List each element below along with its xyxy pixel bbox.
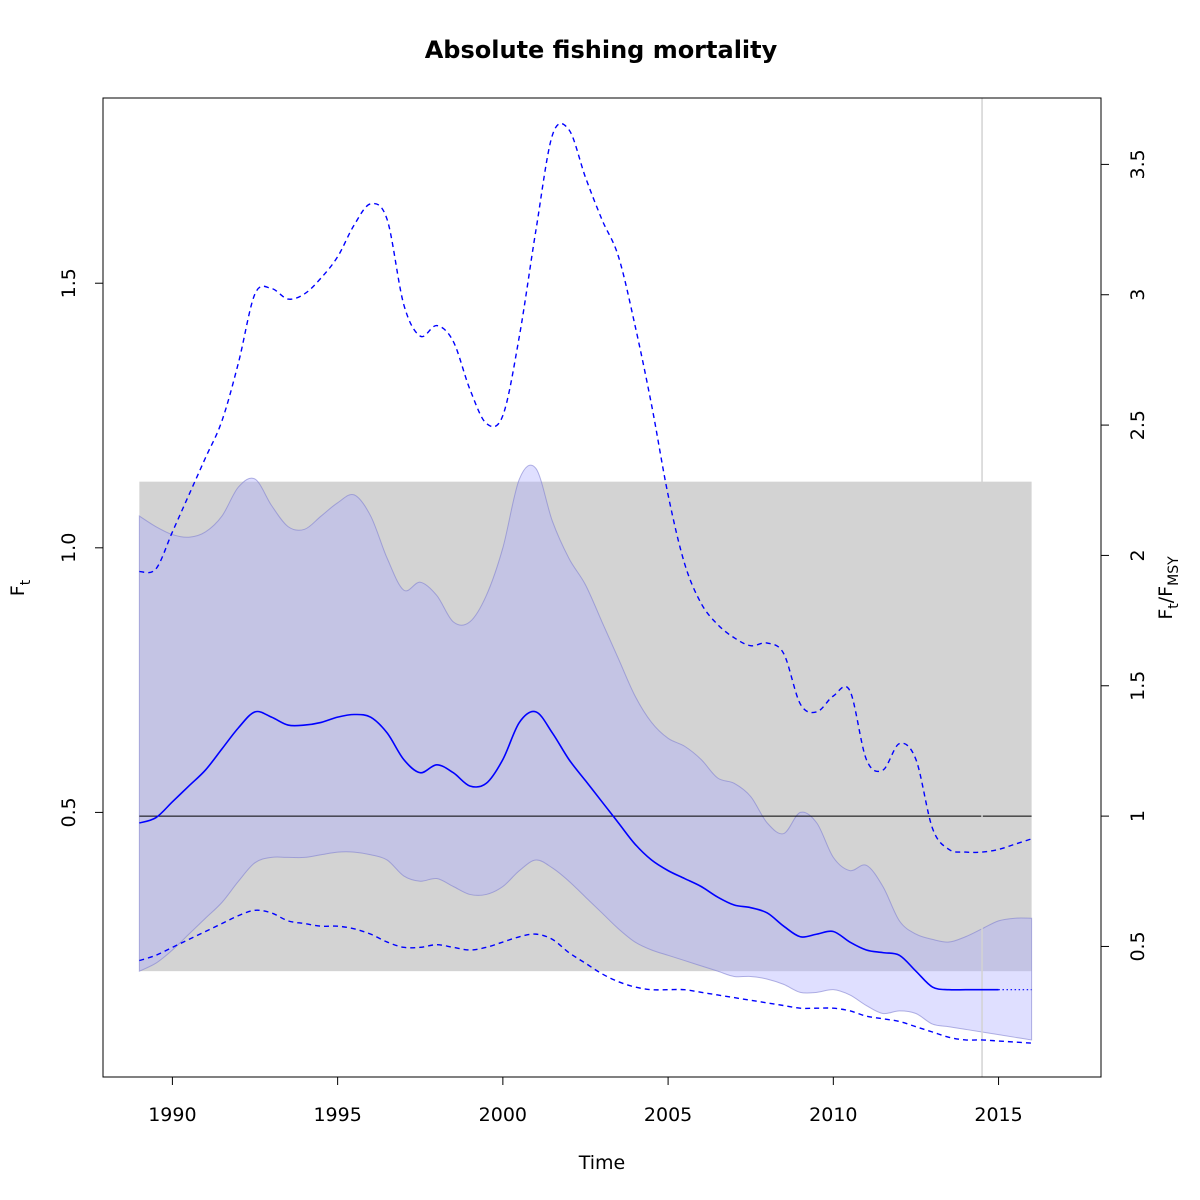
y2-tick-label: 2	[1127, 549, 1149, 561]
y2-axis-label-sub1: t	[1166, 603, 1182, 609]
x-tick-label: 2000	[479, 1104, 527, 1126]
y2-tick-label: 1	[1127, 810, 1149, 822]
plot-area	[138, 98, 1033, 1077]
y-tick-label: 1.0	[58, 533, 80, 563]
y2-axis-label-sub2: MSY	[1166, 556, 1182, 586]
upper-bound-line	[139, 122, 1032, 854]
y2-tick-label: 2.5	[1127, 410, 1149, 440]
y2-axis-label: Ft/FMSY	[1155, 556, 1182, 620]
y2-tick-label: 3.5	[1127, 149, 1149, 179]
fmsy-ci-band	[139, 481, 1032, 972]
y2-tick-label: 1.5	[1127, 671, 1149, 701]
x-axis-label: Time	[578, 1152, 626, 1174]
y-axis-label: Ft	[7, 579, 34, 596]
y-tick-label: 1.5	[58, 268, 80, 298]
x-tick-label: 1995	[313, 1104, 361, 1126]
y2-axis-label-sep: /	[1155, 596, 1177, 603]
y2-axis-label-main2: F	[1155, 586, 1177, 597]
y2-tick-label: 0.5	[1127, 931, 1149, 961]
x-tick-label: 2015	[974, 1104, 1022, 1126]
chart-title: Absolute fishing mortality	[425, 36, 778, 64]
ci-band	[138, 464, 1033, 1041]
x-tick-label: 1990	[148, 1104, 196, 1126]
y-tick-label: 0.5	[58, 797, 80, 827]
y-axis-label-sub: t	[18, 579, 34, 585]
plot-frame	[102, 97, 1102, 1078]
y2-tick-label: 3	[1127, 289, 1149, 301]
estimate-line	[139, 710, 999, 991]
y2-axis-label-main1: F	[1155, 609, 1177, 620]
x-tick-label: 2010	[809, 1104, 857, 1126]
y-axis-label-main: F	[7, 585, 29, 596]
axes: 1990 1995 2000 2005 2010 2015 0.5 1.0 1.5 0.5 1 1.5…	[58, 97, 1149, 1126]
x-tick-label: 2005	[644, 1104, 692, 1126]
